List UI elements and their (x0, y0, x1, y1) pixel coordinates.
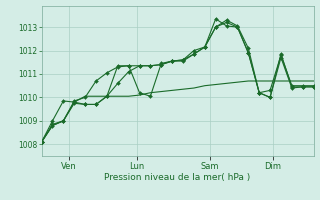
X-axis label: Pression niveau de la mer( hPa ): Pression niveau de la mer( hPa ) (104, 173, 251, 182)
